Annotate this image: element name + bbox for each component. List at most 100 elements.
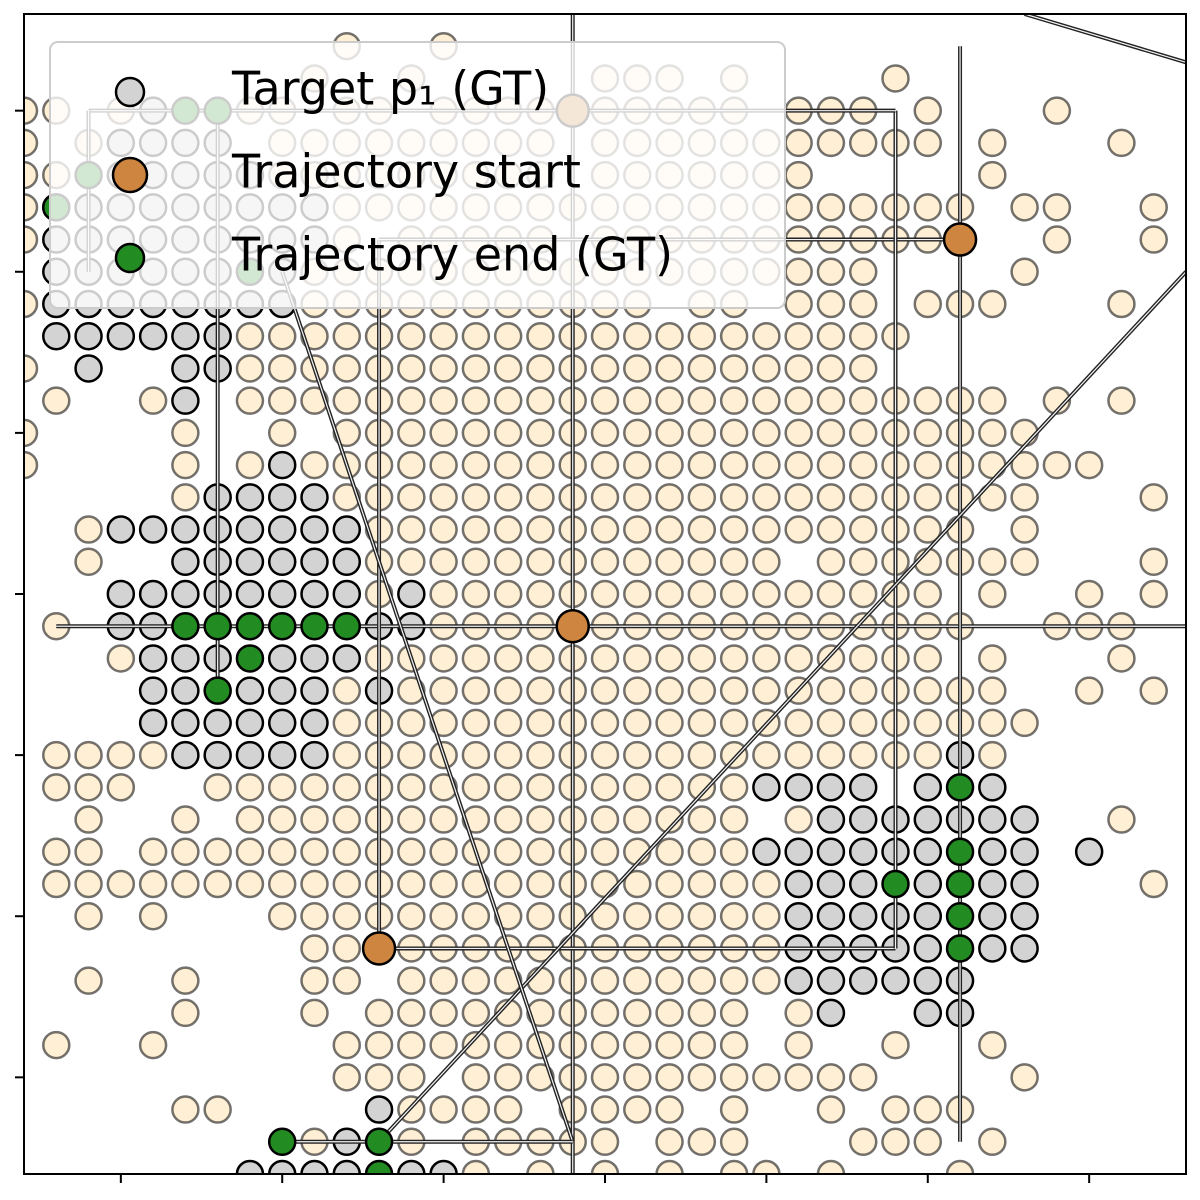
trajectory-core: [281, 271, 574, 1142]
candidate-point: [816, 740, 846, 770]
candidate-point: [364, 1030, 394, 1060]
candidate-point: [1139, 579, 1168, 609]
candidate-point: [978, 289, 1007, 319]
candidate-point: [816, 547, 846, 577]
candidate-point: [300, 966, 329, 995]
candidate-point: [655, 1159, 684, 1174]
candidate-point: [913, 579, 943, 609]
target-point: [397, 1159, 426, 1174]
candidate-point: [171, 837, 200, 867]
target-point: [235, 676, 265, 705]
target-point: [267, 740, 297, 770]
candidate-point: [719, 644, 749, 673]
candidate-point: [203, 837, 232, 867]
candidate-point: [978, 676, 1007, 705]
candidate-point: [429, 515, 458, 544]
candidate-point: [397, 966, 426, 995]
candidate-point: [493, 1095, 523, 1124]
target-point: [267, 1159, 297, 1174]
candidate-point: [461, 483, 491, 512]
target-point: [235, 1159, 265, 1174]
candidate-point: [590, 1063, 620, 1092]
candidate-point: [461, 901, 491, 931]
candidate-point: [978, 1030, 1007, 1060]
candidate-point: [623, 1095, 652, 1124]
candidate-point: [848, 193, 878, 222]
target-point: [235, 515, 265, 544]
candidate-point: [526, 450, 555, 480]
candidate-point: [526, 966, 555, 995]
candidate-point: [913, 386, 943, 415]
legend-label: Target p₁ (GT): [231, 62, 549, 116]
candidate-point: [493, 773, 523, 802]
candidate-point: [913, 483, 943, 512]
candidate-point: [687, 869, 717, 899]
candidate-point: [687, 579, 717, 609]
candidate-point: [752, 450, 781, 480]
trajectory-core: [1024, 14, 1186, 63]
candidate-point: [171, 869, 200, 899]
target-point: [332, 547, 362, 577]
candidate-point: [1107, 805, 1136, 834]
target-point: [267, 483, 297, 512]
target-point: [913, 901, 943, 931]
candidate-point: [719, 450, 749, 480]
candidate-point: [655, 418, 684, 448]
candidate-point: [74, 901, 103, 931]
target-point: [752, 837, 781, 867]
candidate-point: [623, 386, 652, 415]
candidate-point: [429, 579, 458, 609]
candidate-point: [397, 740, 426, 770]
candidate-point: [655, 901, 684, 931]
candidate-point: [784, 805, 813, 834]
candidate-point: [74, 837, 103, 867]
candidate-point: [623, 773, 652, 802]
candidate-point: [816, 644, 846, 673]
candidate-point: [397, 837, 426, 867]
candidate-point: [493, 354, 523, 383]
candidate-point: [590, 837, 620, 867]
candidate-point: [235, 869, 265, 899]
candidate-point: [978, 1127, 1007, 1157]
target-point: [978, 934, 1007, 963]
candidate-point: [397, 805, 426, 834]
candidate-point: [1139, 193, 1168, 222]
target-point: [235, 740, 265, 770]
end-point: [267, 611, 297, 641]
candidate-point: [590, 354, 620, 383]
candidate-point: [461, 450, 491, 480]
target-point: [881, 966, 910, 995]
candidate-point: [687, 418, 717, 448]
target-point: [848, 966, 878, 995]
candidate-point: [397, 321, 426, 351]
candidate-point: [590, 1030, 620, 1060]
target-point: [138, 321, 168, 351]
candidate-point: [816, 418, 846, 448]
candidate-point: [267, 837, 297, 867]
candidate-point: [493, 869, 523, 899]
candidate-point: [1107, 386, 1136, 415]
target-point: [784, 966, 813, 995]
target-point: [267, 547, 297, 577]
target-point: [978, 773, 1007, 802]
target-point: [978, 805, 1007, 834]
candidate-point: [24, 354, 39, 383]
candidate-point: [623, 321, 652, 351]
target-point: [267, 450, 297, 480]
candidate-point: [655, 1063, 684, 1092]
candidate-point: [590, 966, 620, 995]
candidate-point: [590, 418, 620, 448]
candidate-point: [267, 901, 297, 931]
candidate-point: [978, 450, 1007, 480]
candidate-point: [590, 805, 620, 834]
candidate-point: [461, 515, 491, 544]
candidate-point: [655, 708, 684, 738]
candidate-point: [752, 321, 781, 351]
candidate-point: [24, 450, 39, 480]
legend-label: Trajectory start: [231, 145, 581, 199]
candidate-point: [397, 773, 426, 802]
candidate-point: [526, 579, 555, 609]
candidate-point: [1107, 289, 1136, 319]
candidate-point: [300, 837, 329, 867]
candidate-point: [1139, 225, 1168, 254]
